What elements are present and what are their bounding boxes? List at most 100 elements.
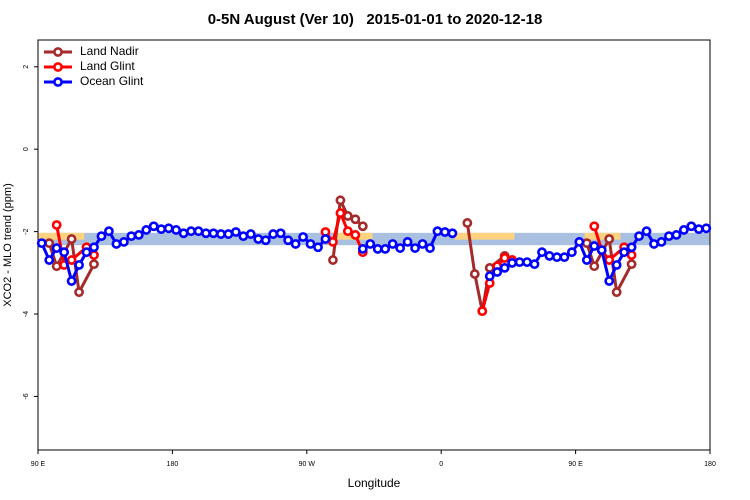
data-point: [118, 237, 129, 247]
data-point: [335, 208, 346, 218]
data-point: [387, 239, 398, 249]
data-point: [260, 235, 271, 246]
data-point: [529, 259, 540, 270]
data-point: [693, 224, 704, 235]
data-point: [81, 247, 92, 258]
data-point: [238, 231, 249, 242]
data-point: [51, 220, 62, 230]
data-point: [641, 226, 652, 237]
data-point: [275, 228, 286, 239]
data-point: [208, 228, 219, 239]
data-point: [596, 245, 607, 256]
data-point: [417, 239, 428, 249]
data-point: [305, 239, 316, 249]
data-point: [402, 237, 413, 247]
data-point: [133, 230, 144, 240]
data-point: [230, 227, 241, 237]
data-point: [290, 239, 301, 249]
data-point: [477, 306, 488, 317]
data-point: [589, 261, 600, 272]
data-point: [492, 267, 503, 277]
data-point: [253, 234, 264, 244]
data-point: [74, 260, 84, 270]
data-point: [89, 259, 99, 270]
data-point: [223, 229, 234, 239]
data-point: [611, 287, 622, 298]
x-tick-label: 90 E: [568, 461, 583, 468]
data-point: [357, 221, 368, 232]
data-point: [111, 239, 122, 249]
data-point: [604, 255, 615, 265]
data-point: [372, 244, 383, 254]
data-point: [440, 227, 450, 237]
data-point: [51, 243, 62, 253]
data-point: [51, 261, 62, 272]
data-point: [499, 253, 510, 263]
data-point: [44, 255, 55, 265]
legend-label: Ocean Glint: [80, 74, 144, 88]
data-point: [566, 247, 577, 258]
data-point: [626, 250, 637, 260]
data-point: [462, 218, 473, 228]
data-point: [342, 211, 353, 221]
data-point: [537, 247, 547, 258]
data-point: [380, 244, 391, 254]
data-point: [141, 225, 152, 235]
land-highlight: [584, 232, 621, 240]
data-point: [626, 259, 637, 270]
legend-marker: [53, 47, 63, 57]
data-point: [634, 231, 644, 242]
data-point: [649, 239, 659, 249]
data-point: [671, 230, 682, 240]
data-point: [201, 228, 211, 239]
x-axis-label: Longitude: [348, 476, 401, 490]
data-point: [552, 252, 562, 263]
data-point: [126, 231, 137, 242]
data-point: [342, 226, 353, 237]
data-point: [74, 287, 84, 298]
data-point: [163, 223, 174, 234]
data-point: [664, 231, 674, 242]
y-tick-label: 0: [23, 147, 30, 151]
data-point: [432, 226, 443, 237]
data-point: [156, 224, 167, 235]
data-point: [104, 226, 114, 237]
data-point: [245, 229, 256, 239]
data-point: [328, 237, 338, 247]
data-point: [499, 262, 510, 273]
data-point: [335, 195, 346, 206]
data-point: [216, 229, 226, 239]
data-point: [89, 250, 99, 260]
data-point: [268, 229, 279, 239]
data-point: [589, 241, 600, 251]
data-point: [89, 242, 99, 253]
x-tick-label: 0: [439, 461, 443, 468]
data-point: [604, 276, 615, 286]
data-point: [447, 228, 458, 239]
chart-title: 0-5N August (Ver 10) 2015-01-01 to 2020-…: [208, 11, 543, 28]
data-point: [313, 242, 323, 253]
data-point: [619, 247, 630, 258]
data-point: [320, 234, 331, 244]
x-tick-label: 180: [167, 461, 179, 468]
land-highlight: [38, 232, 85, 240]
data-point: [328, 255, 338, 265]
data-point: [507, 258, 518, 268]
data-point: [66, 255, 77, 265]
legend-marker: [53, 62, 63, 72]
data-point: [544, 251, 555, 261]
data-point: [66, 234, 77, 244]
legend-label: Land Glint: [80, 59, 135, 73]
data-point: [581, 255, 592, 265]
land-highlight: [454, 232, 515, 240]
data-point: [522, 257, 532, 268]
data-point: [701, 223, 712, 234]
data-point: [589, 221, 600, 232]
data-point: [36, 238, 47, 249]
data-point: [298, 232, 308, 242]
data-point: [193, 226, 204, 237]
y-tick-label: 2: [23, 65, 30, 69]
data-point: [171, 225, 182, 235]
data-point: [656, 237, 667, 247]
